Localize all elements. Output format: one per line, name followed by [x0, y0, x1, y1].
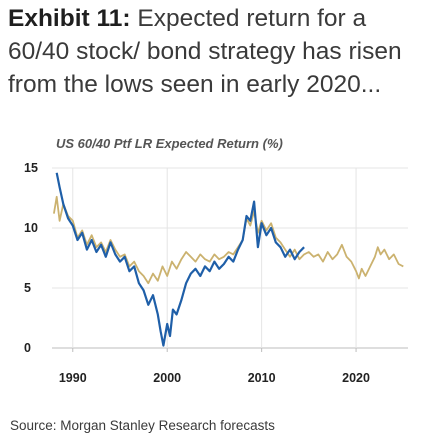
- y-tick-label: 5: [24, 281, 31, 295]
- exhibit-title: Expected return for a 60/40 stock/ bond …: [8, 5, 402, 98]
- y-tick-label: 10: [24, 221, 38, 235]
- x-tick-label: 2010: [248, 371, 276, 385]
- exhibit-headline: Exhibit 11: Expected return for a 60/40 …: [8, 2, 420, 101]
- chart-title: US 60/40 Ptf LR Expected Return (%): [56, 136, 283, 151]
- series-line-2: [55, 172, 305, 347]
- x-tick-label: 2000: [153, 371, 181, 385]
- y-tick-label: 15: [24, 161, 38, 175]
- x-tick-label: 1990: [59, 371, 87, 385]
- y-tick-label: 0: [24, 341, 31, 355]
- exhibit-label: Exhibit 11:: [8, 5, 131, 32]
- x-tick-label: 2020: [342, 371, 370, 385]
- series-line-1: [53, 195, 404, 285]
- source-note: Source: Morgan Stanley Research forecast…: [10, 418, 275, 433]
